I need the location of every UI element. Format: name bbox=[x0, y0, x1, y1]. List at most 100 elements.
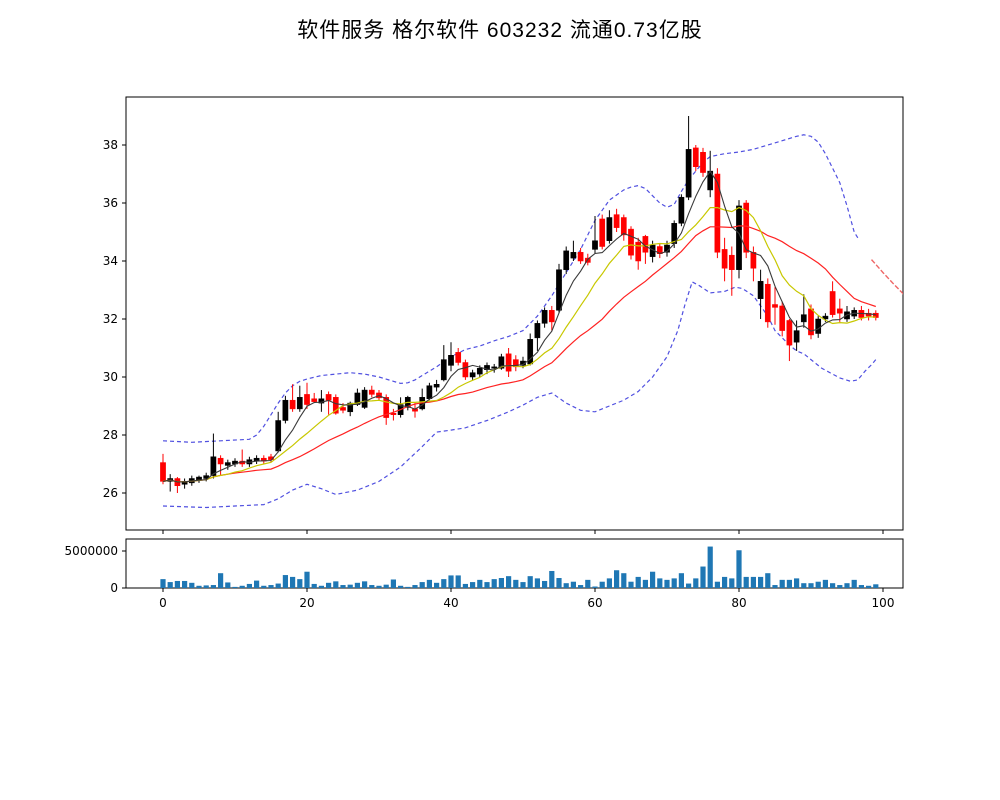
candle bbox=[253, 455, 260, 464]
volume-bar bbox=[412, 585, 418, 588]
candle bbox=[685, 116, 692, 201]
volume-bar bbox=[808, 583, 814, 588]
candle bbox=[174, 477, 181, 493]
volume-bar bbox=[700, 566, 706, 588]
volume-bar bbox=[340, 585, 346, 588]
volume-bar bbox=[448, 575, 454, 588]
volume-bar bbox=[736, 550, 742, 588]
x-tick-label: 80 bbox=[731, 596, 746, 610]
candle bbox=[872, 310, 879, 321]
candle bbox=[217, 455, 224, 476]
price-tick-label: 34 bbox=[103, 254, 118, 268]
candle bbox=[181, 478, 188, 489]
volume-bar bbox=[369, 585, 375, 588]
volume-bar bbox=[844, 583, 850, 588]
volume-bar bbox=[419, 582, 425, 588]
candle bbox=[721, 237, 728, 282]
volume-bar bbox=[873, 584, 879, 588]
volume-bar bbox=[750, 576, 756, 588]
candle bbox=[196, 475, 202, 483]
volume-bar bbox=[477, 579, 483, 588]
candle bbox=[592, 216, 598, 254]
volume-bar bbox=[635, 576, 641, 588]
candle bbox=[469, 369, 476, 380]
volume-bar bbox=[772, 585, 778, 588]
volume-bar bbox=[664, 579, 670, 588]
candle bbox=[260, 455, 267, 464]
candle bbox=[692, 145, 699, 172]
volume-bar bbox=[714, 581, 720, 588]
candle bbox=[282, 395, 289, 424]
red-tail-line bbox=[870, 259, 903, 295]
volume-bar bbox=[513, 579, 519, 588]
volume-bar bbox=[794, 578, 800, 588]
volume-bar bbox=[196, 585, 202, 588]
volume-bar bbox=[376, 585, 382, 588]
volume-bar bbox=[326, 582, 332, 588]
volume-bar bbox=[556, 578, 562, 588]
volume-bar bbox=[491, 579, 497, 588]
volume-bar bbox=[311, 583, 317, 588]
candle bbox=[332, 394, 339, 415]
lower-band-line bbox=[162, 281, 877, 509]
volume-bar bbox=[210, 585, 216, 588]
volume-bar bbox=[398, 585, 404, 588]
volume-bar bbox=[542, 580, 548, 588]
candle bbox=[448, 342, 454, 372]
candle bbox=[304, 382, 310, 409]
ma10-line bbox=[162, 206, 876, 483]
volume-bar bbox=[506, 576, 512, 588]
volume-bar bbox=[642, 579, 648, 588]
volume-bar bbox=[333, 581, 339, 588]
candle bbox=[275, 411, 282, 453]
volume-bar bbox=[261, 585, 267, 588]
candle bbox=[800, 294, 807, 328]
volume-tick-label: 0 bbox=[110, 581, 118, 595]
candle bbox=[390, 408, 397, 421]
volume-bar bbox=[167, 582, 173, 588]
volume-bar bbox=[174, 580, 180, 588]
volume-bar bbox=[779, 579, 785, 588]
volume-bar bbox=[441, 579, 447, 588]
candle bbox=[678, 194, 685, 227]
price-tick-label: 26 bbox=[103, 486, 118, 500]
candle bbox=[700, 147, 706, 177]
volume-bar bbox=[801, 583, 807, 588]
volume-bar bbox=[182, 580, 188, 588]
volume-bar bbox=[462, 583, 468, 588]
volume-bar bbox=[246, 583, 252, 588]
volume-bar bbox=[383, 584, 389, 588]
volume-bar bbox=[470, 582, 476, 588]
volume-bar bbox=[606, 578, 612, 588]
volume-bar bbox=[218, 573, 224, 588]
volume-bar bbox=[743, 576, 749, 588]
candle bbox=[512, 355, 519, 372]
candle bbox=[829, 281, 836, 318]
candle bbox=[599, 214, 606, 250]
volume-bar bbox=[758, 576, 764, 588]
volume-panel-axes: 0 5000000 0 20 40 60 80 100 bbox=[65, 538, 904, 610]
price-tick-label: 32 bbox=[103, 312, 118, 326]
volume-bar bbox=[318, 585, 324, 588]
volume-bar bbox=[815, 581, 821, 588]
volume-bar bbox=[354, 582, 360, 588]
volume-bar bbox=[405, 586, 411, 588]
volume-bar bbox=[592, 586, 598, 588]
candle bbox=[232, 458, 238, 467]
candle bbox=[419, 388, 426, 411]
candle bbox=[505, 348, 512, 377]
candle bbox=[455, 348, 462, 366]
volume-bar bbox=[621, 573, 627, 588]
candle bbox=[289, 384, 296, 412]
volume-bar bbox=[729, 578, 735, 588]
candle bbox=[786, 319, 793, 362]
price-panel-plot bbox=[160, 116, 903, 509]
volume-bar bbox=[254, 580, 260, 588]
candle bbox=[318, 390, 325, 412]
volume-bar bbox=[707, 546, 713, 588]
volume-bar bbox=[297, 579, 303, 588]
candle bbox=[793, 320, 800, 351]
volume-bar bbox=[203, 585, 209, 588]
volume-bar bbox=[650, 571, 656, 588]
volume-bar bbox=[585, 579, 591, 588]
